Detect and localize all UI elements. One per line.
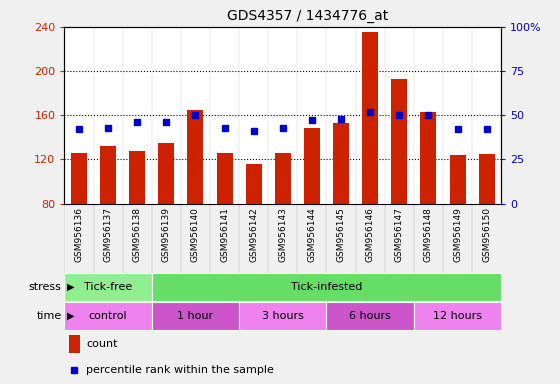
Text: GSM956142: GSM956142 — [249, 207, 258, 262]
Text: GSM956143: GSM956143 — [278, 207, 287, 262]
Bar — [64, 273, 152, 301]
Text: ▶: ▶ — [67, 311, 74, 321]
Text: GSM956144: GSM956144 — [307, 207, 316, 262]
Text: GSM956138: GSM956138 — [133, 207, 142, 262]
Text: GSM956137: GSM956137 — [104, 207, 113, 262]
Text: GSM956139: GSM956139 — [162, 207, 171, 262]
Text: ▶: ▶ — [67, 282, 74, 292]
Text: GSM956140: GSM956140 — [191, 207, 200, 262]
Text: GSM956136: GSM956136 — [74, 207, 83, 262]
Bar — [217, 153, 232, 204]
Bar — [275, 153, 291, 204]
Bar — [421, 112, 436, 204]
Bar — [152, 302, 239, 329]
Text: GSM956141: GSM956141 — [220, 207, 229, 262]
Bar — [414, 302, 501, 329]
Bar — [391, 79, 407, 204]
Text: 3 hours: 3 hours — [262, 311, 304, 321]
Bar — [152, 273, 501, 301]
Text: GSM956149: GSM956149 — [453, 207, 462, 262]
Text: stress: stress — [29, 282, 62, 292]
Bar — [158, 143, 174, 204]
Bar — [479, 154, 494, 204]
Text: control: control — [89, 311, 127, 321]
Text: count: count — [86, 339, 118, 349]
Text: GSM956145: GSM956145 — [337, 207, 346, 262]
Bar — [71, 153, 87, 204]
Text: 12 hours: 12 hours — [433, 311, 482, 321]
Text: GSM956150: GSM956150 — [482, 207, 491, 262]
Bar — [129, 151, 145, 204]
Text: GSM956146: GSM956146 — [366, 207, 375, 262]
Text: time: time — [36, 311, 62, 321]
Bar — [100, 146, 116, 204]
Text: GSM956148: GSM956148 — [424, 207, 433, 262]
Bar — [239, 302, 326, 329]
Text: 1 hour: 1 hour — [178, 311, 213, 321]
Bar — [188, 110, 203, 204]
Bar — [64, 302, 152, 329]
Bar — [362, 32, 378, 204]
Text: percentile rank within the sample: percentile rank within the sample — [86, 365, 274, 375]
Text: Tick-free: Tick-free — [84, 282, 132, 292]
Text: 6 hours: 6 hours — [349, 311, 391, 321]
Text: GSM956147: GSM956147 — [395, 207, 404, 262]
Text: Tick-infested: Tick-infested — [291, 282, 362, 292]
Bar — [69, 335, 80, 353]
Bar — [304, 128, 320, 204]
Bar — [246, 164, 262, 204]
Bar — [326, 302, 414, 329]
Bar — [450, 155, 465, 204]
Text: GDS4357 / 1434776_at: GDS4357 / 1434776_at — [227, 9, 388, 23]
Bar — [333, 123, 349, 204]
